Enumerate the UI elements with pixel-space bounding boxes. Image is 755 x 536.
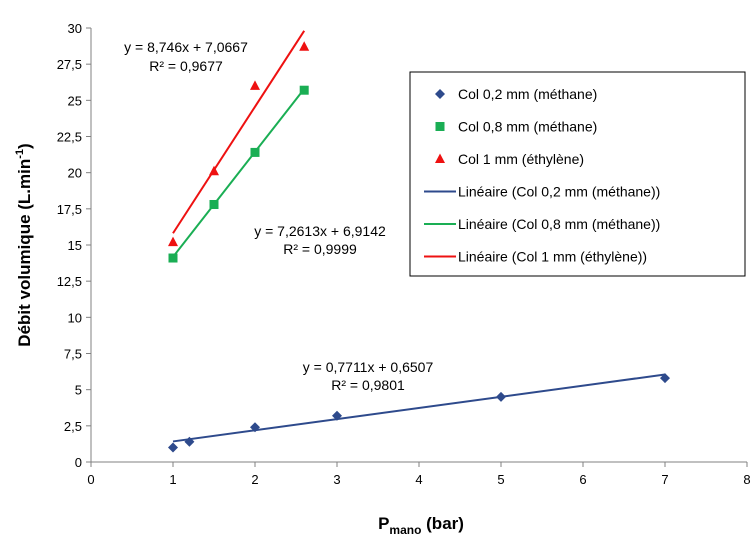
trendline-equations: y = 0,7711x + 0,6507 R² = 0,9801 y = 7,261… xyxy=(124,39,433,393)
trendline-r2: R² = 0,9677 xyxy=(149,58,223,74)
legend-label: Col 0,2 mm (méthane) xyxy=(458,86,597,102)
legend-item: Col 0,2 mm (méthane) xyxy=(435,86,597,102)
legend-label: Linéaire (Col 1 mm (éthylène)) xyxy=(458,249,647,265)
series-1-point xyxy=(184,436,195,447)
y-tick-label: 27,5 xyxy=(57,57,82,72)
x-tick-label: 4 xyxy=(415,472,422,487)
trendline-equation: y = 7,2613x + 6,9142 xyxy=(254,223,386,239)
series-1-point xyxy=(496,391,506,402)
series-1-point xyxy=(660,373,670,384)
series-2-point xyxy=(209,199,219,209)
trendline-r2: R² = 0,9801 xyxy=(331,377,405,393)
x-tick-label: 3 xyxy=(333,472,340,487)
series-2-point xyxy=(250,147,260,157)
y-tick-label: 12,5 xyxy=(57,274,82,289)
legend-box xyxy=(409,71,746,277)
legend-label: Col 1 mm (éthylène) xyxy=(458,151,584,167)
x-tick-label: 8 xyxy=(743,472,750,487)
y-tick-label: 20 xyxy=(68,166,82,181)
legend-item: Linéaire (Col 1 mm (éthylène)) xyxy=(424,249,647,265)
x-ticks: 0 1 2 3 4 5 6 7 8 xyxy=(87,462,751,487)
x-tick-label: 5 xyxy=(497,472,504,487)
series-2-point xyxy=(168,253,178,263)
y-tick-label: 22,5 xyxy=(57,130,82,145)
trendline-r2: R² = 0,9999 xyxy=(283,241,357,257)
legend-item: Col 0,8 mm (méthane) xyxy=(435,119,597,135)
x-tick-label: 2 xyxy=(251,472,258,487)
legend-label: Linéaire (Col 0,2 mm (méthane)) xyxy=(458,184,660,200)
series-1-point xyxy=(250,422,260,433)
x-tick-label: 6 xyxy=(579,472,586,487)
x-tick-label: 0 xyxy=(87,472,94,487)
y-tick-label: 5 xyxy=(75,383,82,398)
legend-marker xyxy=(435,89,445,99)
series-2-point xyxy=(299,85,309,95)
y-tick-label: 10 xyxy=(68,310,82,325)
series-1-point xyxy=(332,410,342,421)
legend: Col 0,2 mm (méthane) Col 0,8 mm (méthane)… xyxy=(409,71,746,277)
y-tick-label: 7,5 xyxy=(64,347,82,362)
trendline-1 xyxy=(172,373,666,443)
trendline-equation: y = 0,7711x + 0,6507 xyxy=(303,359,434,375)
series-3-point xyxy=(209,165,219,176)
data-markers xyxy=(168,41,670,453)
series-1-point xyxy=(168,442,178,453)
y-axis-title: Débit volumique (L.min-1) xyxy=(14,143,34,346)
y-tick-label: 25 xyxy=(68,93,82,108)
legend-marker xyxy=(435,122,445,131)
legend-item: Linéaire (Col 0,8 mm (méthane)) xyxy=(424,216,660,232)
trendline-2 xyxy=(172,88,305,258)
legend-marker xyxy=(435,153,445,163)
y-tick-label: 17,5 xyxy=(57,202,82,217)
y-ticks: 0 2,5 5 7,5 10 12,5 15 17,5 20 22,5 25 27,5 30 xyxy=(57,21,91,470)
trendline-3 xyxy=(172,30,306,234)
axes: 0 1 2 3 4 5 6 7 8 0 2,5 5 7,5 10 12,5 15 17,5 20 22,5 25 27… xyxy=(57,21,751,487)
y-tick-label: 15 xyxy=(68,238,82,253)
x-axis-title: Pmano (bar) xyxy=(378,514,464,536)
series-3-point xyxy=(299,41,310,51)
series-3-point xyxy=(250,80,260,90)
y-tick-label: 2,5 xyxy=(64,419,82,434)
legend-label: Col 0,8 mm (méthane) xyxy=(458,119,597,135)
x-tick-label: 1 xyxy=(169,472,176,487)
y-tick-label: 0 xyxy=(75,455,82,470)
y-tick-label: 30 xyxy=(68,21,82,36)
series-3-point xyxy=(168,236,178,247)
x-tick-label: 7 xyxy=(661,472,668,487)
trendline-equation: y = 8,746x + 7,0667 xyxy=(124,39,248,55)
legend-label: Linéaire (Col 0,8 mm (méthane)) xyxy=(458,216,660,232)
legend-item: Col 1 mm (éthylène) xyxy=(435,151,584,167)
legend-item: Linéaire (Col 0,2 mm (méthane)) xyxy=(424,184,660,200)
